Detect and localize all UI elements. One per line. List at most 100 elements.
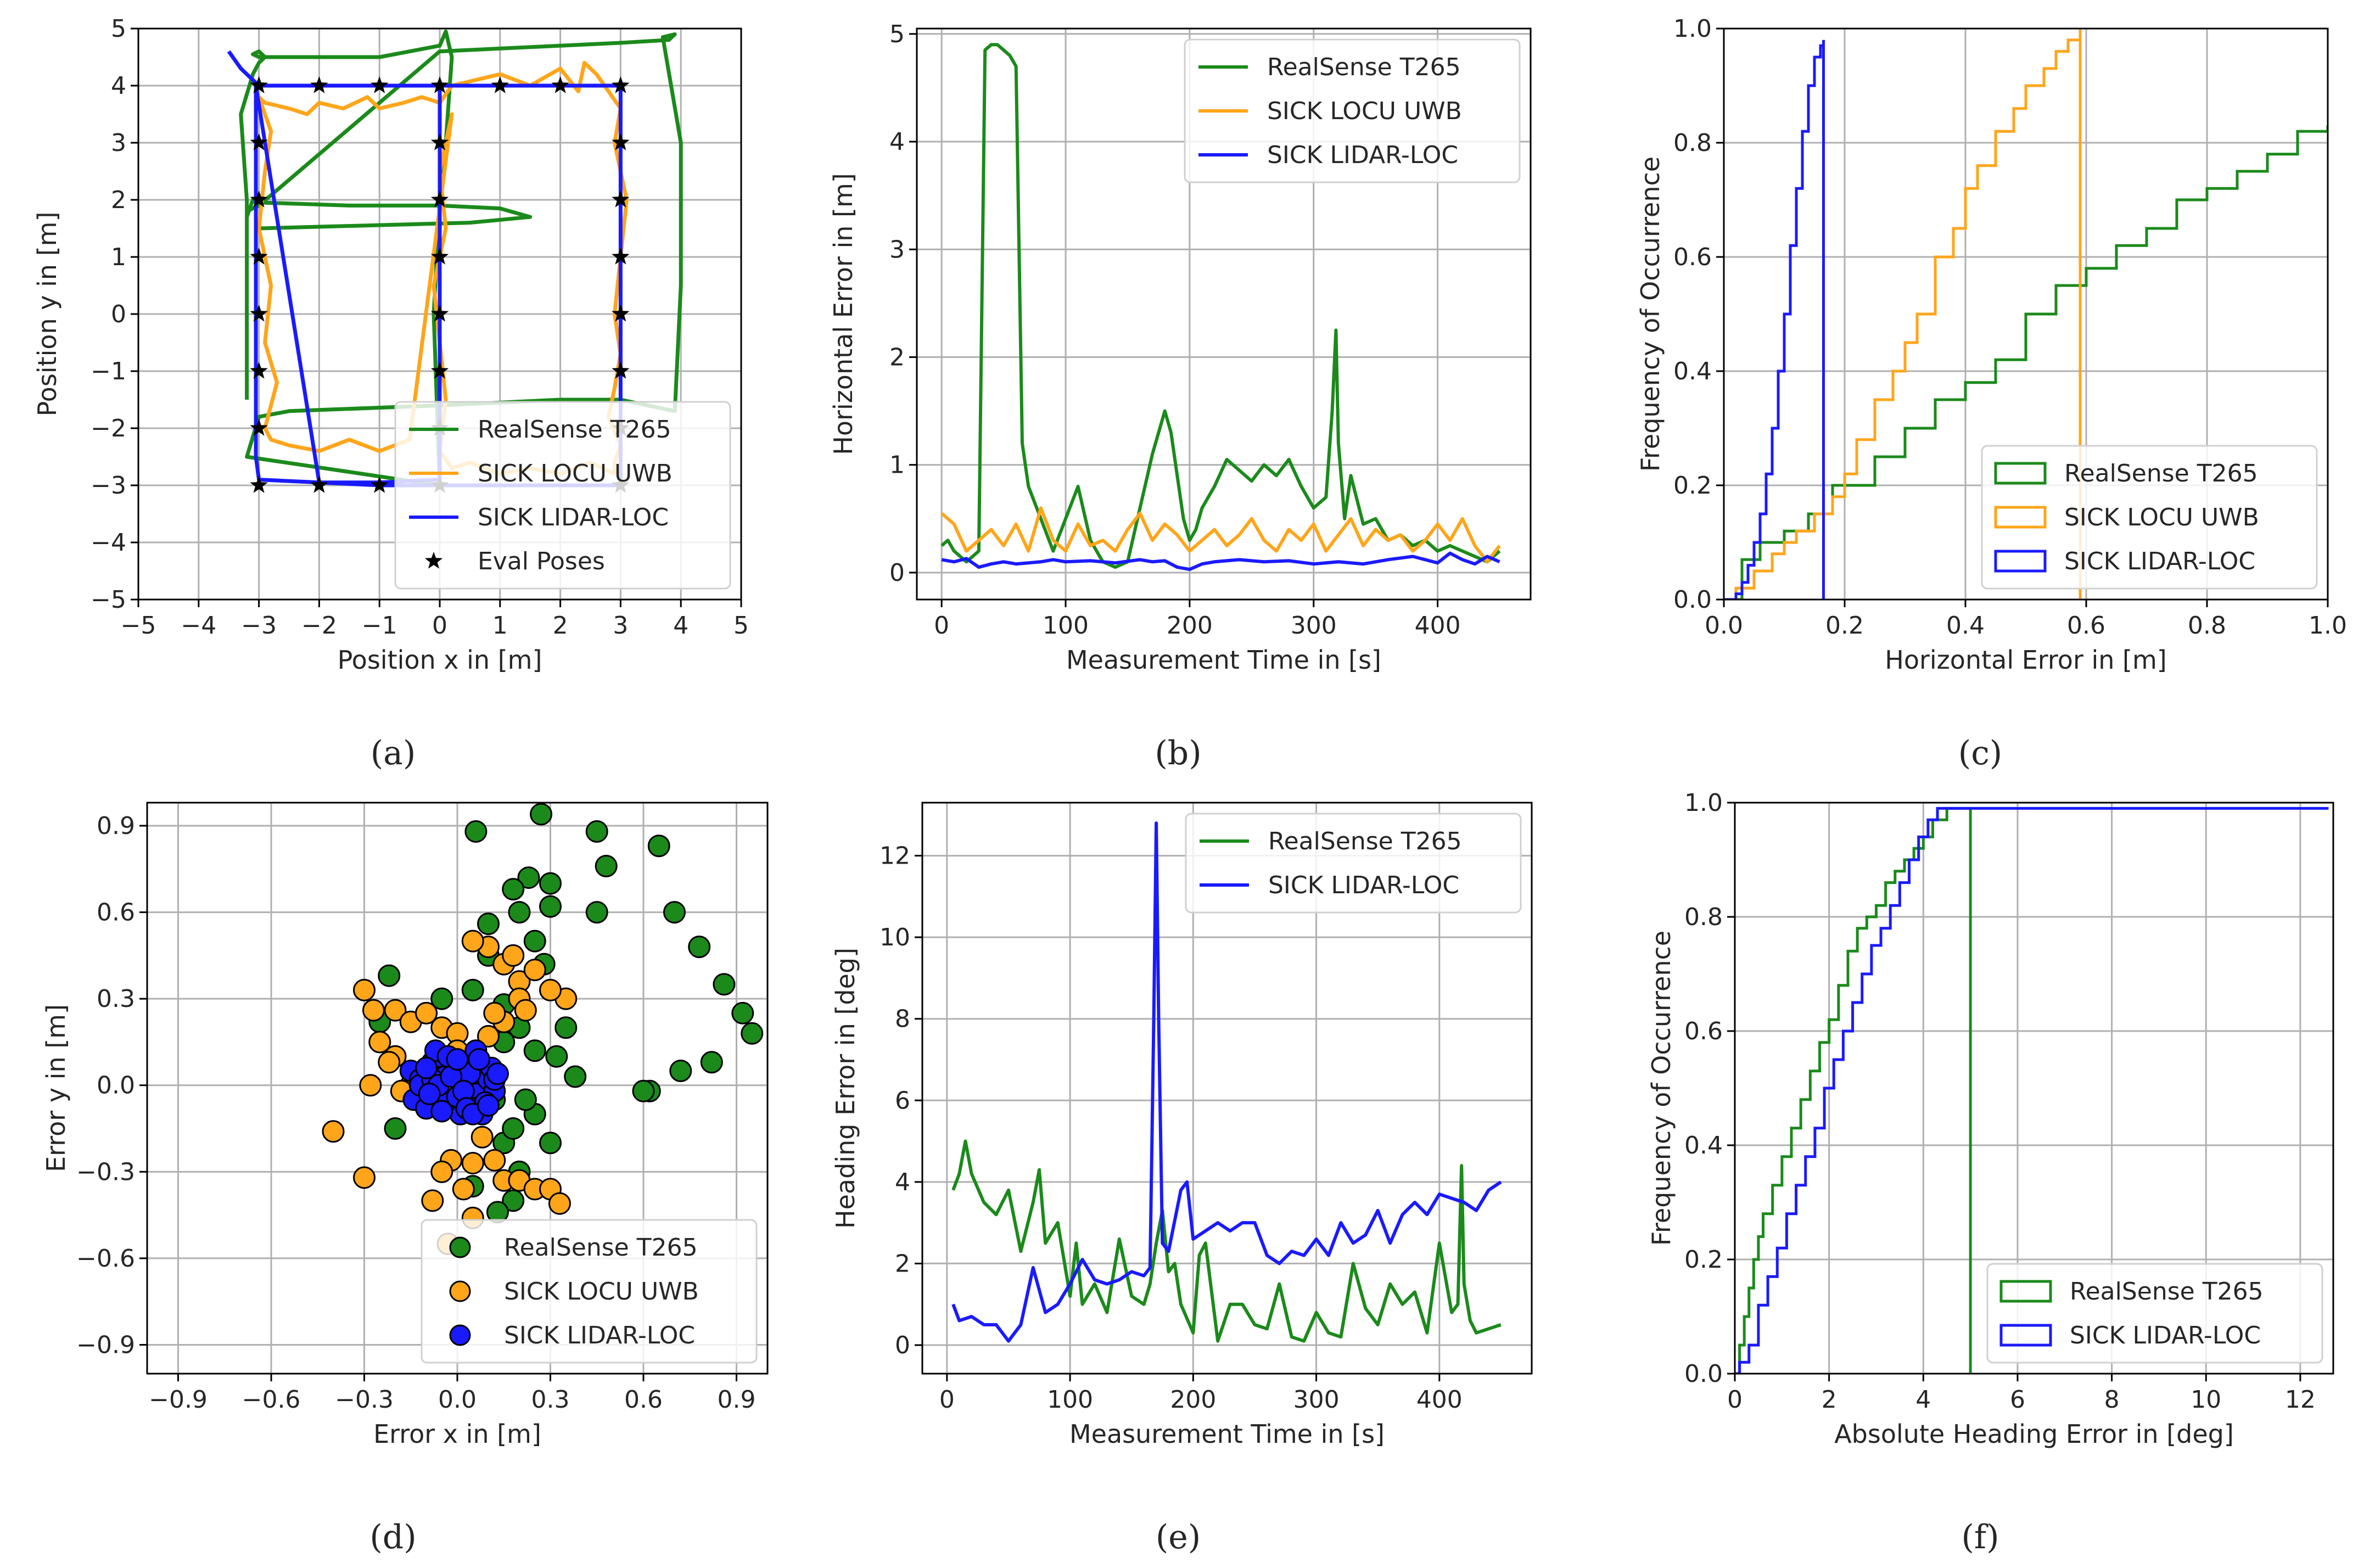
axes-frame <box>921 802 1533 1375</box>
point-uwb <box>548 1192 571 1215</box>
x-tick-label: 3 <box>613 612 628 640</box>
eval-pose-star <box>430 133 449 150</box>
legend: RealSense T265 SICK LOCU UWB SICK LIDAR-LO… <box>1981 445 2318 590</box>
eval-pose-star <box>250 76 268 93</box>
legend: RealSense T265 SICK LOCU UWB SICK LIDAR-LO… <box>394 401 731 590</box>
x-tick-label: 100 <box>1047 1386 1093 1414</box>
eval-pose-star <box>250 191 268 208</box>
y-tick-label: 5 <box>889 20 905 48</box>
step-lidar <box>1724 40 1825 600</box>
legend-marker-lidar <box>1994 550 2047 573</box>
x-tick-label: 6 <box>2010 1386 2025 1414</box>
legend-label-t265: RealSense T265 <box>504 1234 698 1262</box>
y-tick-label: −0.3 <box>76 1158 135 1186</box>
x-tick-label: 8 <box>2104 1386 2120 1414</box>
legend: RealSense T265 SICK LIDAR-LOC <box>1986 1263 2323 1364</box>
point-t265 <box>545 1045 568 1068</box>
legend-marker-uwb <box>449 1280 471 1302</box>
point-uwb <box>470 1125 494 1149</box>
y-tick-label: 5 <box>111 15 126 43</box>
point-t265 <box>378 964 401 987</box>
y-tick-label: 2 <box>895 1250 910 1278</box>
point-t265 <box>514 1088 537 1111</box>
x-tick-label: 400 <box>1415 612 1461 640</box>
point-t265 <box>595 855 618 878</box>
legend-label-uwb: SICK LOCU UWB <box>2064 503 2259 531</box>
x-tick-label: 100 <box>1043 612 1089 640</box>
point-lidar <box>418 1083 441 1106</box>
y-tick-label: 0.3 <box>97 985 135 1013</box>
point-t265 <box>564 1065 587 1088</box>
point-uwb <box>477 1024 500 1048</box>
eval-pose-star <box>612 191 630 208</box>
y-tick-label: 0.8 <box>1673 129 1712 157</box>
point-t265 <box>741 1022 764 1045</box>
eval-pose-star <box>430 191 449 208</box>
y-tick-label: 0.0 <box>97 1072 135 1100</box>
point-uwb <box>461 1152 484 1175</box>
y-axis-label: Error y in [m] <box>41 1004 71 1172</box>
x-tick-label: −2 <box>301 612 337 640</box>
y-tick-label: −4 <box>91 529 126 557</box>
point-lidar <box>477 1094 500 1117</box>
x-axis-label: Absolute Heading Error in [deg] <box>1834 1419 2234 1449</box>
line-lidar <box>951 821 1502 1343</box>
chart-c: 0.0 0.2 0.4 0.6 0.8 1.0 0.0 0.2 0.4 0.6 0.8 1.0 Hori… <box>1635 15 2347 772</box>
step-uwb <box>1724 29 2082 600</box>
point-uwb <box>421 1189 444 1212</box>
point-lidar <box>486 1062 509 1085</box>
y-axis-label: Frequency of Occurrence <box>1646 931 1676 1246</box>
y-tick-label: 3 <box>111 129 126 157</box>
point-t265 <box>585 901 608 924</box>
y-tick-label: 8 <box>895 1005 910 1033</box>
x-tick-label: 0.9 <box>718 1386 756 1414</box>
legend-marker-t265 <box>449 1236 471 1258</box>
x-tick-label: 200 <box>1167 612 1213 640</box>
point-t265 <box>464 820 488 843</box>
legend-label-t265: RealSense T265 <box>1267 53 1461 81</box>
y-tick-label: 0.0 <box>1673 586 1712 614</box>
legend-label-uwb: SICK LOCU UWB <box>478 460 673 488</box>
eval-pose-star <box>250 476 268 493</box>
x-tick-label: 0.4 <box>1946 612 1985 640</box>
legend-box <box>1185 813 1522 914</box>
point-uwb <box>452 1178 475 1201</box>
plot-area <box>951 821 1502 1343</box>
x-tick-label: 10 <box>2191 1386 2221 1414</box>
line-lidar <box>941 551 1500 572</box>
point-lidar <box>446 1048 469 1071</box>
point-t265 <box>539 1132 562 1155</box>
eval-pose-star <box>250 305 268 322</box>
y-axis-label: Frequency of Occurrence <box>1635 156 1665 472</box>
y-tick-label: 4 <box>895 1168 910 1196</box>
x-axis-label: Measurement Time in [s] <box>1069 1419 1385 1449</box>
line-t265 <box>951 1139 1502 1343</box>
point-t265 <box>430 987 453 1010</box>
y-tick-label: 3 <box>889 236 905 264</box>
point-t265 <box>700 1051 723 1074</box>
eval-pose-star <box>250 133 268 150</box>
point-t265 <box>523 929 546 953</box>
point-t265 <box>508 901 531 924</box>
y-tick-label: −3 <box>91 472 126 500</box>
point-t265 <box>461 978 484 1001</box>
y-tick-label: −0.9 <box>76 1331 135 1359</box>
y-tick-label: 0.4 <box>1673 357 1712 385</box>
point-lidar <box>430 1100 453 1123</box>
point-uwb <box>415 1001 438 1024</box>
x-tick-label: −5 <box>121 612 156 640</box>
x-tick-label: −3 <box>241 612 277 640</box>
x-tick-label: 2 <box>1822 1386 1837 1414</box>
x-axis-label: Error x in [m] <box>373 1419 541 1449</box>
x-tick-label: 0 <box>934 612 949 640</box>
y-tick-label: 1.0 <box>1684 789 1723 817</box>
x-tick-label: 0.0 <box>1705 612 1743 640</box>
point-uwb <box>368 1031 391 1054</box>
x-axis-label: Horizontal Error in [m] <box>1885 645 2167 675</box>
legend-box <box>1986 1263 2323 1364</box>
step-t265 <box>1735 807 1972 1374</box>
point-uwb <box>362 999 385 1022</box>
eval-pose-star <box>310 476 328 493</box>
y-tick-label: −0.6 <box>76 1245 135 1273</box>
